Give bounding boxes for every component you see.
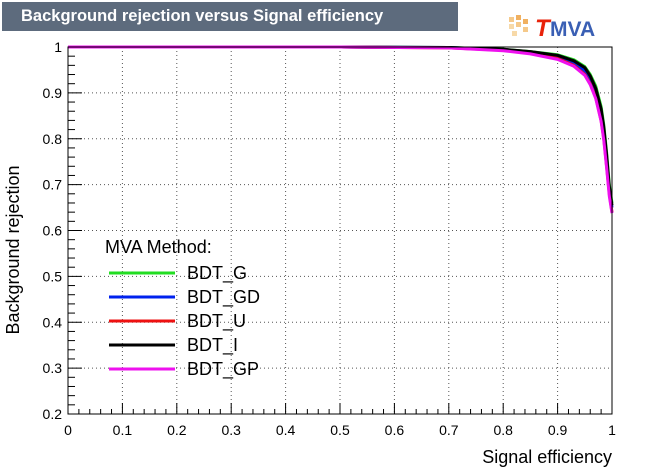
- x-tick-labels: 0 0.1 0.2 0.3 0.4 0.5 0.6 0.7 0.8 0.9 1: [64, 422, 616, 438]
- legend-entry-bdt-u: BDT_U: [187, 311, 246, 332]
- legend-entry-bdt-gp: BDT_GP: [187, 359, 259, 380]
- legend-entry-bdt-gd: BDT_GD: [187, 287, 260, 308]
- chart-title: Background rejection versus Signal effic…: [2, 2, 458, 31]
- logo-dots-icon: [509, 15, 528, 36]
- x-tick-label: 1: [608, 422, 616, 438]
- y-axis-title: Background rejection: [3, 165, 23, 334]
- x-tick-label: 0: [64, 422, 72, 438]
- y-tick-label: 0.2: [43, 406, 63, 422]
- y-tick-label: 0.8: [43, 131, 63, 147]
- x-tick-label: 0.4: [276, 422, 296, 438]
- x-axis-title: Signal efficiency: [482, 447, 612, 467]
- legend-title: MVA Method:: [105, 237, 212, 257]
- series-line-bdt-gp: [68, 45, 614, 214]
- series-line-bdt-i: [68, 45, 614, 206]
- axis-ticks: [67, 46, 613, 415]
- y-tick-label: 0.4: [43, 314, 63, 330]
- x-tick-label: 0.8: [493, 422, 513, 438]
- logo-mva: MVA: [550, 18, 595, 39]
- x-tick-label: 0.5: [330, 422, 350, 438]
- x-tick-label: 0.1: [113, 422, 133, 438]
- y-tick-label: 0.5: [43, 268, 63, 284]
- x-tick-label: 0.2: [167, 422, 187, 438]
- x-tick-label: 0.7: [439, 422, 459, 438]
- legend: MVA Method: BDT_G BDT_GD BDT_U BDT_I BDT_GP: [105, 237, 260, 380]
- legend-entry-bdt-g: BDT_G: [187, 263, 247, 284]
- y-tick-label: 0.9: [43, 85, 63, 101]
- tmva-logo: T MVA: [509, 15, 595, 39]
- x-tick-label: 0.9: [548, 422, 568, 438]
- y-tick-label: 1: [54, 39, 62, 55]
- y-tick-label: 0.6: [43, 223, 63, 239]
- y-tick-labels: 0.2 0.3 0.4 0.5 0.6 0.7 0.8 0.9 1: [43, 39, 63, 422]
- grid-lines: [68, 47, 612, 414]
- x-tick-label: 0.3: [221, 422, 241, 438]
- x-tick-label: 0.6: [385, 422, 405, 438]
- logo-t: T: [535, 15, 552, 39]
- y-tick-label: 0.3: [43, 360, 63, 376]
- y-tick-label: 0.7: [43, 177, 63, 193]
- series-curves: [68, 45, 614, 214]
- legend-entry-bdt-i: BDT_I: [187, 335, 238, 356]
